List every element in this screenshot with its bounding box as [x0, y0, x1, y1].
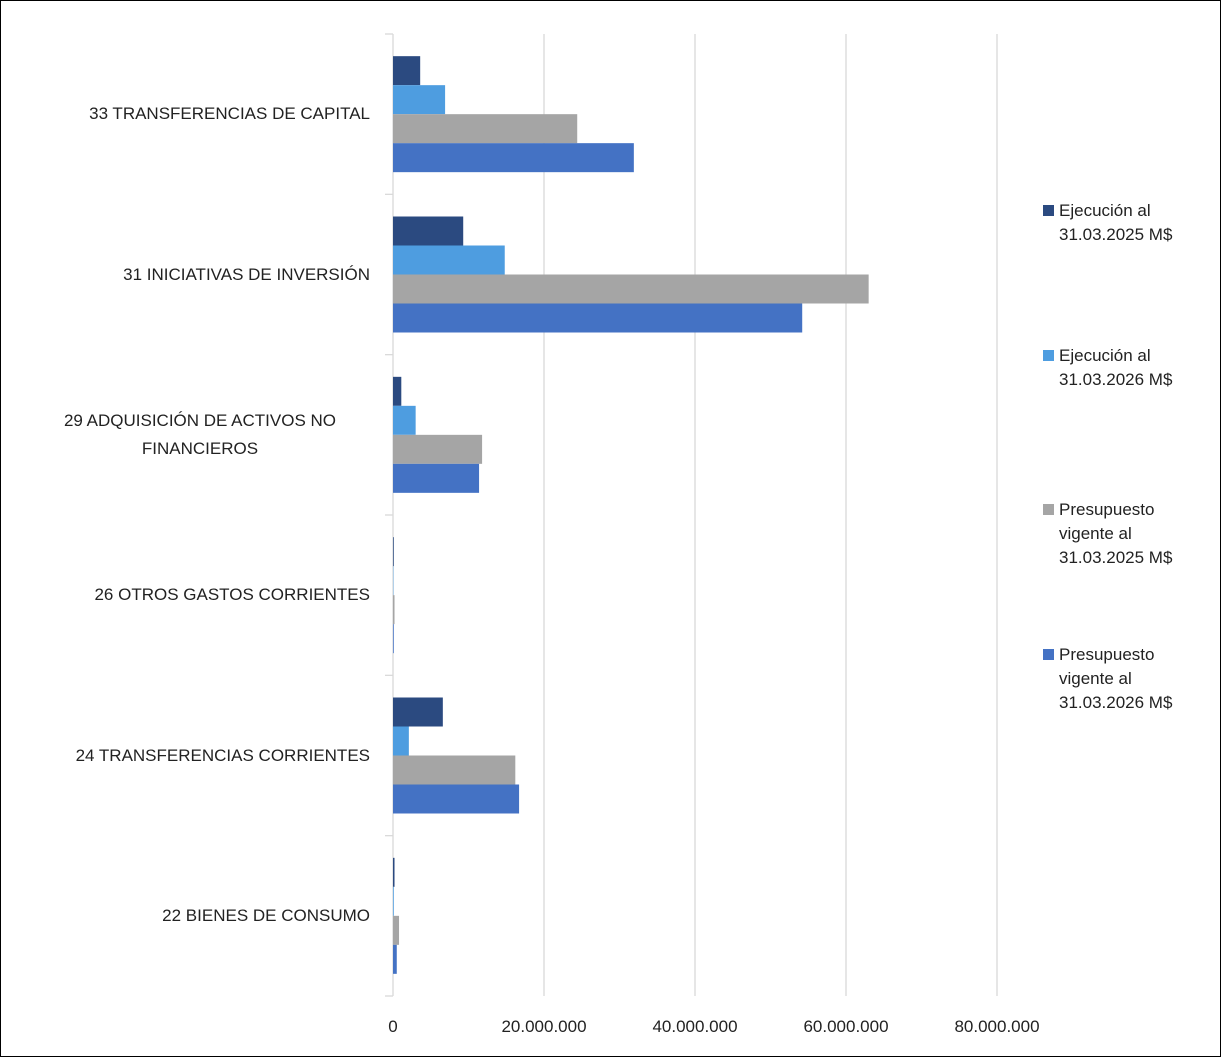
bar — [393, 85, 446, 115]
category-label-box: 26 OTROS GASTOS CORRIENTES — [30, 581, 370, 609]
bar — [393, 434, 483, 464]
bar — [393, 595, 395, 625]
category-label-box: 29 ADQUISICIÓN DE ACTIVOS NO FINANCIEROS — [30, 407, 370, 463]
category-label-box: 22 BIENES DE CONSUMO — [30, 902, 370, 930]
bar — [393, 697, 443, 727]
x-tick-label: 0 — [388, 1017, 397, 1036]
bar — [393, 755, 516, 785]
bar — [393, 886, 394, 916]
x-tick-label: 60.000.000 — [803, 1017, 888, 1036]
y-tick-label: 33 TRANSFERENCIAS DE CAPITAL — [89, 104, 370, 124]
x-tick-label: 40.000.000 — [652, 1017, 737, 1036]
legend-entry: Presupuesto vigente al 31.03.2026 M$ — [1043, 643, 1193, 715]
x-tick-label: 80.000.000 — [954, 1017, 1039, 1036]
bar — [393, 303, 803, 333]
bar — [393, 376, 402, 406]
legend-entry: Ejecución al 31.03.2026 M$ — [1043, 344, 1193, 392]
legend-label: Ejecución al 31.03.2026 M$ — [1059, 346, 1173, 389]
bar — [393, 784, 520, 814]
bar — [393, 245, 505, 275]
bar — [393, 114, 578, 144]
bar — [393, 857, 395, 887]
legend-swatch — [1043, 205, 1054, 216]
bar — [393, 216, 464, 246]
y-tick-label: 24 TRANSFERENCIAS CORRIENTES — [75, 745, 370, 765]
bar — [393, 537, 394, 567]
bar — [393, 405, 416, 435]
category-label-box: 33 TRANSFERENCIAS DE CAPITAL — [30, 100, 370, 128]
y-tick-label: 31 INICIATIVAS DE INVERSIÓN — [123, 264, 370, 284]
legend-swatch — [1043, 504, 1054, 515]
bar — [393, 915, 400, 945]
y-tick-label: 29 ADQUISICIÓN DE ACTIVOS NO FINANCIEROS — [63, 410, 337, 458]
legend-entry: Presupuesto vigente al 31.03.2025 M$ — [1043, 498, 1193, 570]
category-label-box: 31 INICIATIVAS DE INVERSIÓN — [30, 261, 370, 289]
category-label-box: 24 TRANSFERENCIAS CORRIENTES — [30, 742, 370, 770]
bar — [393, 944, 397, 974]
y-tick-label: 22 BIENES DE CONSUMO — [162, 905, 370, 925]
legend-swatch — [1043, 649, 1054, 660]
legend-label: Presupuesto vigente al 31.03.2026 M$ — [1059, 645, 1173, 712]
y-tick-label: 26 OTROS GASTOS CORRIENTES — [94, 585, 370, 605]
bar — [393, 56, 421, 86]
legend-entry: Ejecución al 31.03.2025 M$ — [1043, 199, 1193, 247]
bar — [393, 274, 869, 304]
bar — [393, 143, 634, 173]
bar — [393, 726, 409, 756]
bar — [393, 624, 394, 654]
x-tick-label: 20.000.000 — [501, 1017, 586, 1036]
legend-label: Ejecución al 31.03.2025 M$ — [1059, 201, 1173, 244]
legend-label: Presupuesto vigente al 31.03.2025 M$ — [1059, 500, 1173, 567]
bar — [393, 463, 480, 493]
legend-swatch — [1043, 350, 1054, 361]
